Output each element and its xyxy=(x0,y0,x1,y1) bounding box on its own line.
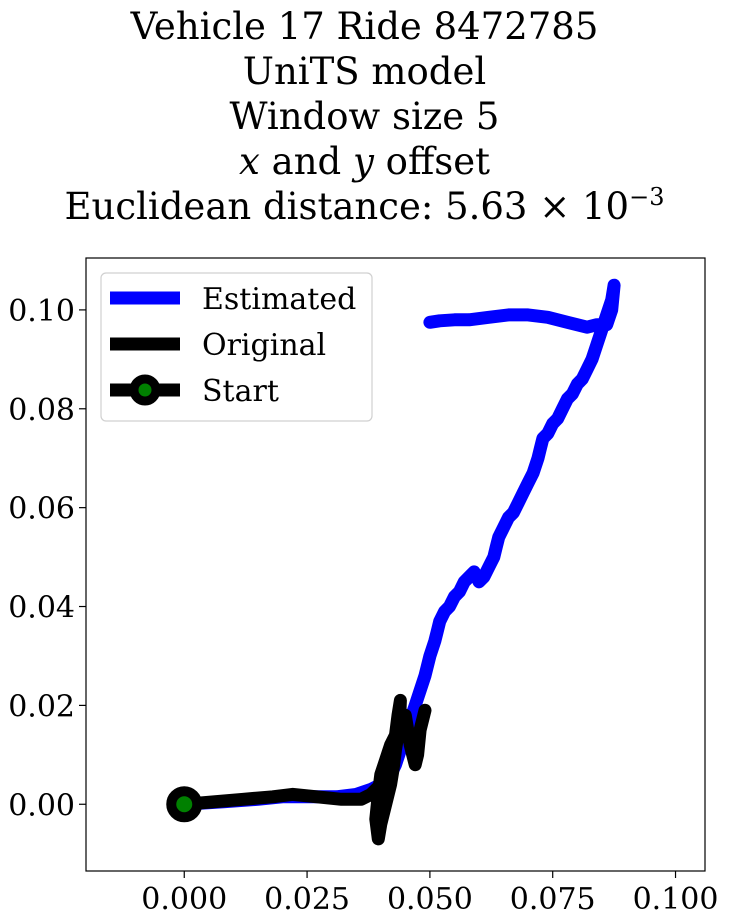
y-tick-label: 0.06 xyxy=(8,492,75,527)
legend-start-marker xyxy=(129,374,161,406)
title-line: x and y offset xyxy=(0,139,729,184)
x-tick-label: 0.000 xyxy=(141,882,227,917)
title-line: Window size 5 xyxy=(0,94,729,139)
x-axis: 0.000 0.025 0.050 0.075 0.100 xyxy=(141,871,718,917)
y-tick-label: 0.02 xyxy=(8,689,75,724)
start-marker xyxy=(166,786,203,823)
legend-label-original: Original xyxy=(202,328,326,363)
y-tick-label: 0.10 xyxy=(8,294,75,329)
title-line: Vehicle 17 Ride 8472785 xyxy=(0,4,729,49)
axes-frame xyxy=(85,257,706,872)
title-part: x xyxy=(239,140,260,183)
y-tick-label: 0.08 xyxy=(8,393,75,428)
legend: Estimated Original Start xyxy=(100,272,373,422)
chart-title: Vehicle 17 Ride 8472785 UniTS model Window… xyxy=(0,4,729,229)
x-tick-label: 0.100 xyxy=(633,882,719,917)
title-part: y xyxy=(353,140,374,183)
title-part: Vehicle 17 Ride 8472785 xyxy=(130,5,599,48)
series-lines xyxy=(166,278,621,846)
x-tick-label: 0.025 xyxy=(264,882,350,917)
title-line: Euclidean distance: 5.63 × 10−3 xyxy=(0,184,729,229)
title-part: UniTS model xyxy=(242,50,487,93)
x-tick-label: 0.075 xyxy=(510,882,596,917)
title-part: Window size 5 xyxy=(229,95,500,138)
y-tick-label: 0.00 xyxy=(8,788,75,823)
x-tick-label: 0.050 xyxy=(387,882,473,917)
legend-label-start: Start xyxy=(202,374,279,409)
series-line-original xyxy=(177,693,432,846)
y-tick-label: 0.04 xyxy=(8,591,75,626)
title-line: UniTS model xyxy=(0,49,729,94)
legend-label-estimated: Estimated xyxy=(202,282,356,317)
title-part: Euclidean distance: 5.63 × 10 xyxy=(64,185,630,228)
title-part: offset xyxy=(373,140,490,183)
y-axis: 0.00 0.02 0.04 0.06 0.08 0.10 xyxy=(8,294,86,823)
title-part: and xyxy=(259,140,353,183)
title-exponent: −3 xyxy=(629,183,665,211)
